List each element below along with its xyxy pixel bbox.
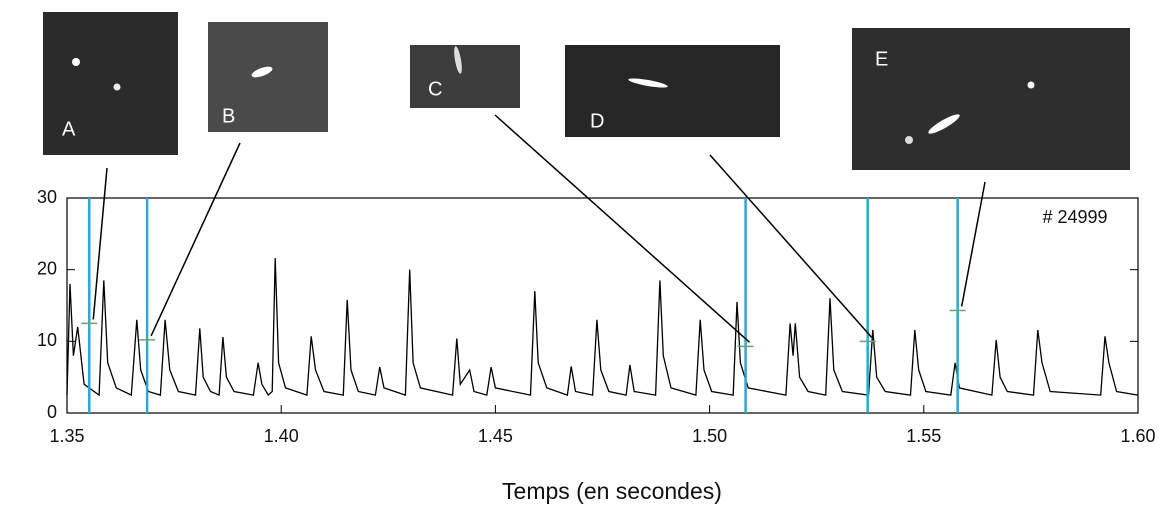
connector (960, 181, 986, 307)
connector (709, 154, 873, 338)
inset-images (43, 12, 1130, 170)
blob (251, 66, 273, 78)
x-tick-label: 1.35 (49, 426, 84, 446)
blob (72, 58, 80, 66)
inset-b (208, 22, 328, 132)
blob (1027, 81, 1035, 89)
inset-label: B (222, 105, 235, 127)
inset-a (43, 12, 178, 155)
blob (928, 114, 960, 134)
blob (113, 83, 121, 91)
inset-label: D (590, 110, 604, 132)
connector (92, 167, 108, 320)
blob (905, 136, 913, 144)
y-tick-label: 20 (37, 258, 57, 278)
plot-frame (66, 197, 1139, 414)
connector (494, 114, 751, 343)
x-tick-label: 1.40 (264, 426, 299, 446)
inset-d (565, 45, 780, 137)
x-axis-label: Temps (en secondes) (502, 478, 722, 504)
inset-e (852, 28, 1130, 170)
y-tick-label: 0 (47, 402, 57, 422)
x-tick-label: 1.55 (906, 426, 941, 446)
inset-c (410, 45, 520, 108)
x-tick-label: 1.60 (1120, 426, 1155, 446)
inset-label: E (875, 48, 888, 70)
y-tick-label: 10 (37, 330, 57, 350)
blob (628, 78, 668, 88)
y-tick-label: 30 (37, 187, 57, 207)
signal-line (66, 258, 1139, 397)
x-tick-label: 1.50 (692, 426, 727, 446)
blob (454, 46, 462, 74)
inset-label: A (62, 118, 76, 140)
annotation: # 24999 (1042, 207, 1107, 227)
connector (150, 142, 241, 337)
inset-label: C (428, 78, 442, 100)
x-tick-label: 1.45 (478, 426, 513, 446)
